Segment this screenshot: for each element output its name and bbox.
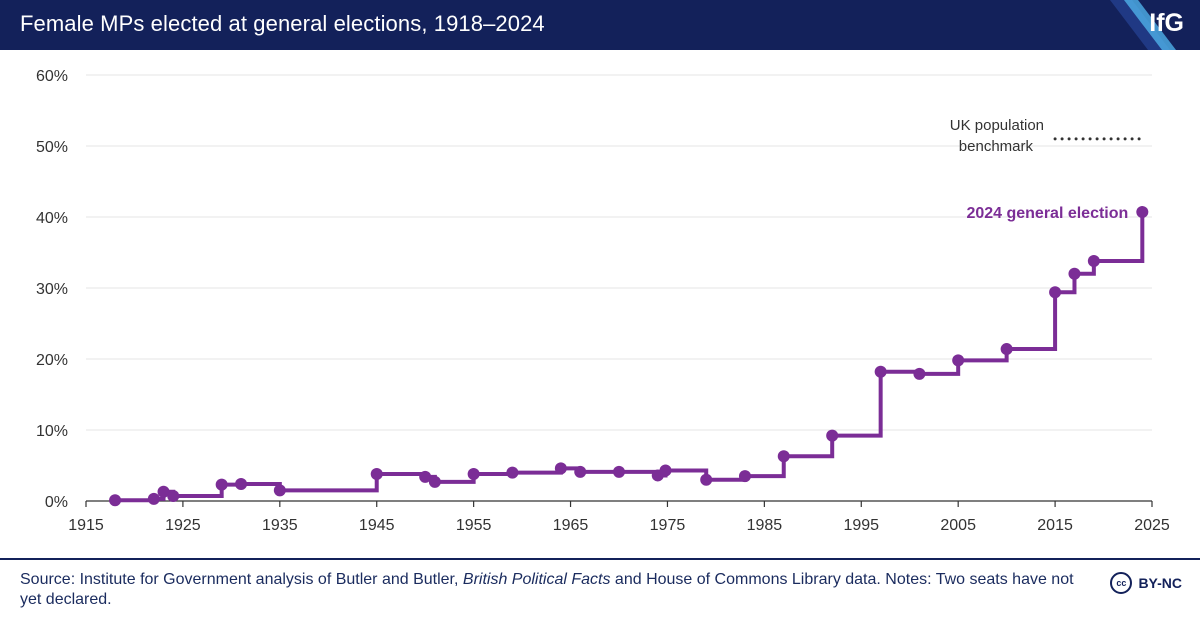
x-tick-label: 2015 [1037,517,1073,534]
y-tick-label: 30% [36,281,68,298]
data-point [738,470,751,483]
data-point [235,477,248,490]
chart-area: 0% 10% 20% 30% 40% 50% 60% 1915 1925 1935 1945 1955… [36,68,1170,534]
source-note: Source: Institute for Government analysi… [20,570,1080,610]
data-point [109,494,122,507]
footer-divider [0,558,1200,560]
x-tick-label: 1955 [456,517,492,534]
data-point [467,468,480,481]
chart-title: Female MPs elected at general elections,… [20,11,545,36]
data-point [273,484,286,497]
data-point [157,485,170,498]
y-tick-label: 60% [36,68,68,85]
data-point [419,470,432,483]
data-point [777,450,790,463]
data-point [613,465,625,478]
data-point [215,478,228,491]
data-point [659,464,672,477]
x-tick-label: 2025 [1134,517,1170,534]
license-badge: cc BY-NC [1110,572,1182,594]
source-suffix: and House of Commons Library data. Notes… [20,571,1074,608]
y-tick-label: 40% [36,210,68,227]
x-tick-label: 1975 [650,517,686,534]
y-tick-label: 20% [36,352,68,369]
data-point [1087,255,1100,268]
data-point [428,475,441,488]
data-point [1136,206,1149,219]
data-point [506,466,519,479]
ifg-logo: IfG [1149,9,1184,37]
series-step-line [115,212,1145,503]
creative-commons-icon: cc [1110,572,1133,594]
data-point [574,465,587,478]
x-tick-label: 1915 [68,517,104,534]
y-tick-label: 50% [36,139,68,156]
data-point [370,468,383,481]
data-point [874,365,887,378]
x-tick-label: 1925 [165,517,201,534]
y-tick-label: 0% [45,494,68,511]
data-point [167,490,180,503]
logo-stripes [1110,0,1176,50]
data-point [1049,286,1062,299]
x-tick-label: 1945 [359,517,395,534]
data-point [700,473,713,486]
x-tick-label: 1965 [553,517,589,534]
data-point [913,367,926,380]
x-tick-label: 1995 [843,517,879,534]
x-tick-label: 2005 [940,517,976,534]
benchmark-label: benchmark [959,138,1034,155]
benchmark-label: UK population [950,117,1044,134]
data-point [952,354,965,367]
data-point [147,492,160,505]
source-italic: British Political Facts [462,571,611,588]
data-point [554,462,567,475]
source-prefix: Source: Institute for Government analysi… [20,571,463,588]
x-tick-label: 1935 [262,517,298,534]
data-point [826,429,839,442]
license-label: BY-NC [1138,575,1182,591]
annotation-label: 2024 general election [966,205,1128,222]
header-bar: Female MPs elected at general elections,… [0,0,1200,50]
y-tick-label: 10% [36,423,68,440]
x-tick-label: 1985 [747,517,783,534]
data-point [1000,343,1013,356]
data-point [1068,267,1081,280]
